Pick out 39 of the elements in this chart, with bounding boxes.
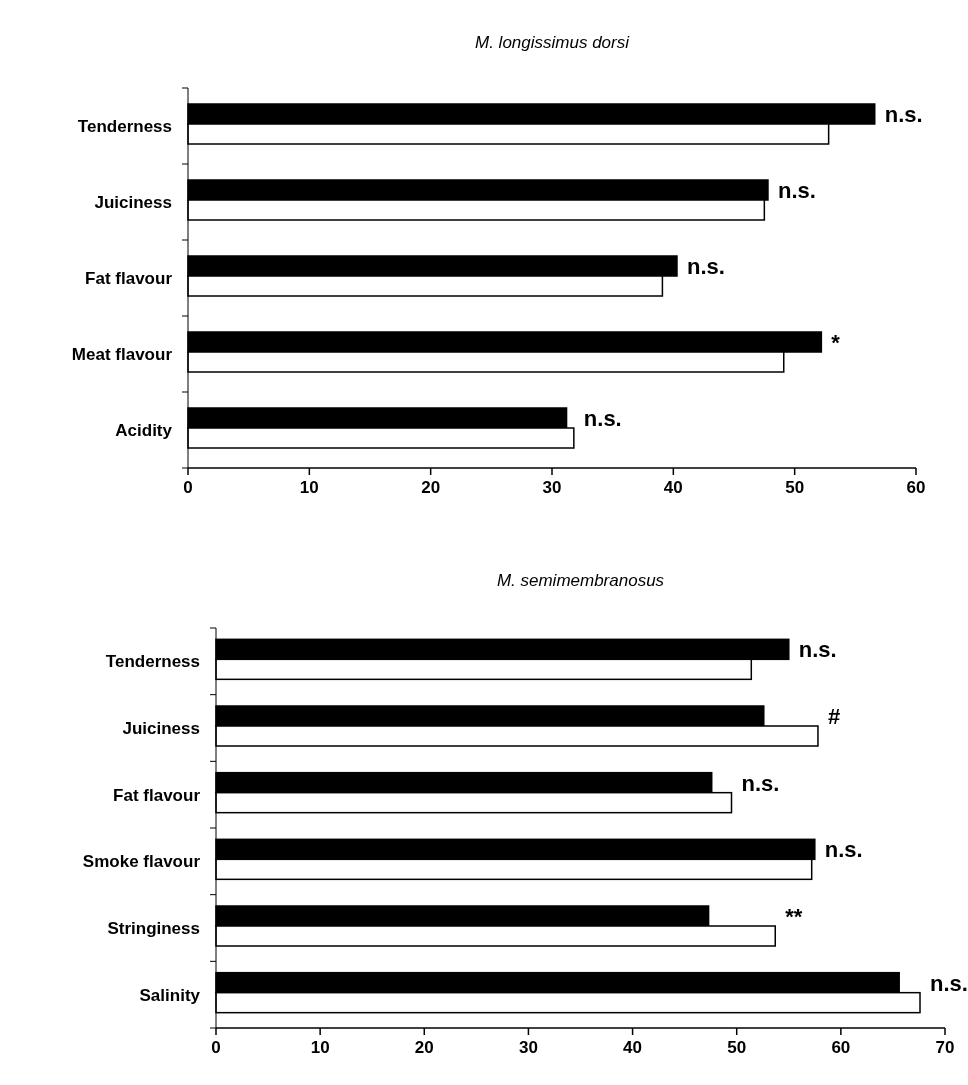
y-tick-label: Juiciness — [94, 193, 172, 212]
annotation: n.s. — [824, 837, 863, 863]
x-tick-label: 50 — [785, 478, 805, 497]
annotation: n.s. — [884, 102, 923, 127]
annotation: n.s. — [686, 254, 725, 279]
y-tick-label: Stringiness — [107, 919, 200, 938]
x-tick-label: 60 — [831, 1038, 851, 1057]
y-tick-label: Smoke flavour — [82, 852, 201, 872]
x-tick-label: 0 — [183, 478, 193, 497]
chart-title: M. longissimus dorsi — [475, 33, 631, 52]
x-tick-label: 20 — [414, 1038, 434, 1057]
x-tick-label: 40 — [623, 1038, 643, 1057]
y-tick-label: Fat flavour — [113, 785, 201, 805]
y-tick-label: Salinity — [139, 985, 201, 1005]
x-tick-label: 30 — [518, 1038, 538, 1057]
y-tick-label: Tenderness — [105, 652, 200, 672]
annotation: n.s. — [583, 406, 622, 431]
y-tick-label: Acidity — [115, 421, 173, 440]
x-tick-label: 70 — [935, 1038, 955, 1057]
annotation: n.s. — [741, 770, 780, 796]
annotation: n.s. — [930, 970, 968, 996]
x-tick-label: 10 — [310, 1038, 330, 1057]
chart-title: M. semimembranosus — [496, 571, 665, 590]
y-tick-label: Meat flavour — [71, 345, 173, 364]
x-tick-label: 50 — [727, 1038, 747, 1057]
y-tick-label: Fat flavour — [85, 269, 173, 288]
x-tick-label: 40 — [663, 478, 683, 497]
annotation: n.s. — [777, 178, 816, 203]
x-tick-label: 0 — [211, 1038, 221, 1057]
x-tick-label: 30 — [542, 478, 562, 497]
x-tick-label: 10 — [299, 478, 319, 497]
x-tick-label: 20 — [421, 478, 441, 497]
x-tick-label: 60 — [906, 478, 926, 497]
annotation: ** — [785, 904, 803, 929]
y-tick-label: Juiciness — [122, 719, 200, 738]
annotation: * — [831, 330, 841, 355]
annotation: # — [827, 704, 841, 729]
y-tick-label: Tenderness — [77, 117, 172, 136]
annotation: n.s. — [798, 637, 837, 663]
